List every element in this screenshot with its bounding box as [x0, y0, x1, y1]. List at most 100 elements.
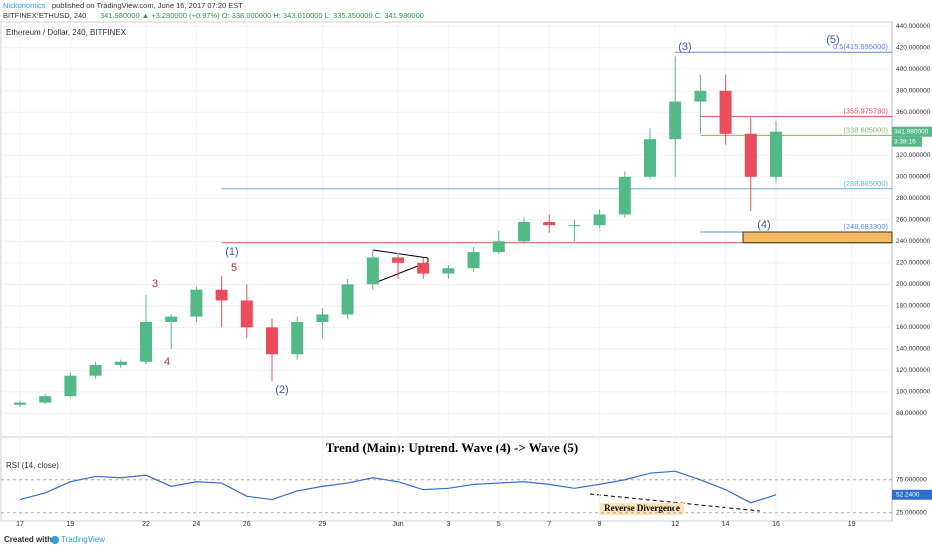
rsi-tick-label: 25.000000 [896, 509, 927, 516]
panel-title: Trend (Main): Uptrend. Wave (4) -> Wave … [326, 440, 578, 455]
level-label: (338.605000) [843, 125, 888, 134]
y-tick-label: 320.000000 [896, 152, 931, 159]
divergence-box [600, 503, 684, 515]
candle-body [417, 262, 430, 274]
y-tick-label: 200.000000 [896, 281, 931, 288]
countdown-box [892, 136, 922, 147]
y-tick-label: 80.000000 [896, 410, 927, 417]
quote: 341.980000 ▲ +3.280000 (+0.97%) O: 338.0… [100, 11, 424, 20]
brand-icon [51, 536, 59, 544]
x-tick-label: 26 [243, 521, 251, 528]
x-tick-label: 9 [598, 521, 602, 528]
candle-body [467, 252, 480, 269]
wave-label: (4) [757, 219, 770, 231]
rsi-last: 52.2400 [896, 491, 920, 498]
y-tick-label: 420.000000 [896, 45, 931, 52]
level-label: (248.683300) [843, 222, 888, 231]
x-tick-label: 17 [16, 521, 24, 528]
x-tick-label: Jun [392, 521, 403, 528]
candle-body [89, 364, 102, 376]
footer-created: Created with [4, 535, 52, 544]
y-tick-label: 380.000000 [896, 88, 931, 95]
x-tick-label: 7 [547, 521, 551, 528]
candle-body [442, 268, 455, 274]
wave-label: (3) [678, 41, 691, 53]
y-tick-label: 300.000000 [896, 174, 931, 181]
candle-body [240, 300, 253, 328]
y-tick-label: 280.000000 [896, 195, 931, 202]
candle-body [492, 241, 505, 253]
countdown: 3:38:16 [894, 138, 916, 145]
footer-brand[interactable]: TradingView [61, 535, 105, 544]
rsi-last-box [892, 489, 932, 500]
candle-body [694, 90, 707, 102]
level-label: (288.865000) [843, 179, 888, 188]
candle-body [266, 327, 278, 355]
candle-body [518, 221, 530, 242]
publisher[interactable]: Nickonomics [3, 1, 46, 10]
x-tick-label: 12 [671, 521, 679, 528]
x-tick-label: 22 [142, 521, 150, 528]
y-tick-label: 440.000000 [896, 23, 931, 30]
wave-label: (5) [826, 34, 839, 46]
x-tick-label: 29 [319, 521, 327, 528]
y-tick-label: 360.000000 [896, 109, 931, 116]
rsi-line [19, 470, 777, 504]
y-tick-label: 260.000000 [896, 217, 931, 224]
candle-body [341, 284, 354, 315]
chart-title: Ethereum / Dollar, 240, BITFINEX [6, 28, 127, 37]
wave-label: 5 [231, 262, 237, 274]
candle-body [719, 90, 732, 134]
candle-body [644, 139, 656, 177]
y-tick-label: 100.000000 [896, 389, 931, 396]
y-tick-label: 240.000000 [896, 238, 931, 245]
y-tick-label: 400.000000 [896, 66, 931, 73]
candle-body [593, 214, 606, 226]
candle-body [366, 257, 379, 285]
wave-label: 3 [152, 278, 158, 290]
wave-label: 4 [164, 356, 170, 368]
rsi-title: RSI (14, close) [6, 461, 59, 470]
candle-body [165, 316, 178, 322]
candle-body [543, 221, 556, 226]
x-tick-label: 14 [722, 521, 730, 528]
candle-body [392, 257, 404, 263]
x-tick-label: 5 [497, 521, 501, 528]
level-label: 0.5(415.895000) [833, 42, 889, 51]
symbol: BITFINEX:ETHUSD, 240 [3, 11, 86, 20]
wave-label: (1) [225, 246, 238, 258]
level-label: (355.975780) [843, 107, 888, 116]
x-tick-label: 3 [446, 521, 450, 528]
y-tick-label: 140.000000 [896, 346, 931, 353]
candle-body [140, 321, 152, 362]
x-tick-label: 19 [67, 521, 75, 528]
y-tick-label: 160.000000 [896, 324, 931, 331]
candle-body [14, 402, 26, 405]
candle-body [291, 321, 304, 355]
rsi-tick-label: 75.000000 [896, 476, 927, 483]
y-tick-label: 220.000000 [896, 260, 931, 267]
candle-body [64, 375, 77, 397]
last-price: 341.980000 [894, 128, 929, 135]
x-tick-label: 24 [193, 521, 201, 528]
last-price-box [892, 126, 932, 137]
x-tick-label: 19 [848, 521, 856, 528]
candle-body [669, 101, 682, 140]
candle-body [215, 289, 228, 301]
y-tick-label: 120.000000 [896, 367, 931, 374]
candle-body [190, 289, 203, 317]
published: published on TradingView.com, June 16, 2… [52, 1, 243, 10]
candle-body [114, 361, 127, 365]
y-tick-label: 180.000000 [896, 303, 931, 310]
candle-body [39, 396, 52, 403]
triangle [372, 249, 429, 259]
candle-body [618, 176, 631, 215]
wave-label: (2) [275, 384, 288, 396]
candle-body [770, 131, 782, 177]
candle-body [744, 133, 757, 177]
candle-body [316, 314, 329, 322]
candle-body [568, 225, 581, 227]
divergence-label: Reverse Divergence [604, 503, 680, 513]
